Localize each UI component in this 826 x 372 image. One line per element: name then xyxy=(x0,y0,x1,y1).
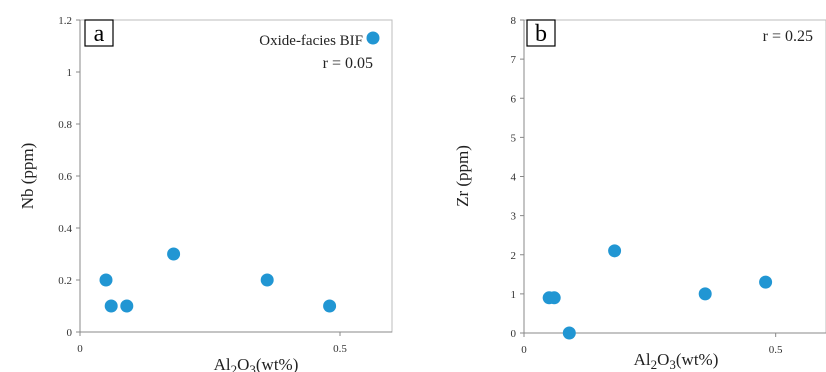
y-axis-label-a: Nb (ppm) xyxy=(18,143,37,210)
legend-marker xyxy=(366,31,380,45)
y-tick-label-b-0: 0 xyxy=(511,328,517,340)
y-tick-label-b-3: 3 xyxy=(511,211,517,223)
data-point-a-0-5 xyxy=(323,299,337,313)
plot-area-b xyxy=(523,19,826,334)
correlation-b: r = 0.25 xyxy=(763,28,813,45)
panel-letter-box-b xyxy=(526,19,556,47)
points-a xyxy=(99,247,337,313)
y-tick-label-a-0: 0 xyxy=(67,327,73,339)
y-tick-label-a-4: 0.8 xyxy=(58,119,72,131)
data-point-b-0-4 xyxy=(698,287,712,301)
x-tick-label-b-0: 0 xyxy=(521,344,527,356)
y-tick-label-b-5: 5 xyxy=(511,132,517,144)
y-tick-label-b-2: 2 xyxy=(511,250,517,262)
panel-letter-b: b xyxy=(535,21,547,47)
data-point-b-0-1 xyxy=(547,291,561,305)
x-tick-label-a-0: 0 xyxy=(77,343,83,355)
y-tick-label-b-7: 7 xyxy=(511,54,517,66)
x-tick-label-a-1: 0.5 xyxy=(333,343,347,355)
points-b xyxy=(542,244,773,340)
y-tick-label-a-1: 0.2 xyxy=(58,275,72,287)
y-tick-label-b-8: 8 xyxy=(511,15,517,27)
y-tick-label-b-1: 1 xyxy=(511,289,517,301)
y-tick-label-a-6: 1.2 xyxy=(58,15,72,27)
x-ticks-b: 0 0.5 xyxy=(521,333,783,356)
y-tick-label-b-6: 6 xyxy=(511,93,517,105)
data-point-b-0-2 xyxy=(562,326,576,340)
y-tick-label-a-2: 0.4 xyxy=(58,223,72,235)
x-ticks-a: 0 0.5 xyxy=(77,332,347,355)
data-point-b-0-3 xyxy=(608,244,622,258)
y-ticks-b: 0 1 2 3 4 5 6 7 8 xyxy=(511,15,524,340)
panel-a: 00.20.40.60.811.2 0 0.5 a Oxide-facies BI… xyxy=(18,15,393,372)
panel-letter-box-a xyxy=(84,19,114,47)
legend-label: Oxide-facies BIF xyxy=(259,33,363,49)
x-axis-label-b: Al2O3(wt%) xyxy=(634,350,719,372)
y-ticks-a: 0 0.2 0.4 0.6 0.8 1 1.2 xyxy=(58,15,80,339)
data-point-a-0-3 xyxy=(167,247,181,261)
y-tick-label-a-3: 0.6 xyxy=(58,171,72,183)
panel-letter-a: a xyxy=(94,21,105,47)
x-tick-label-b-1: 0.5 xyxy=(769,344,783,356)
data-point-a-0-4 xyxy=(260,273,274,287)
y-tick-label-b-4: 4 xyxy=(511,172,517,184)
data-point-a-0-2 xyxy=(120,299,134,313)
y-tick-label-a-5: 1 xyxy=(67,67,73,79)
correlation-a: r = 0.05 xyxy=(323,55,373,72)
x-axis-label-a: Al2O3(wt%) xyxy=(214,355,299,372)
y-axis-label-b: Zr (ppm) xyxy=(453,145,472,207)
data-point-b-0-5 xyxy=(759,275,773,289)
data-point-a-0-0 xyxy=(99,273,113,287)
data-point-a-0-1 xyxy=(104,299,118,313)
